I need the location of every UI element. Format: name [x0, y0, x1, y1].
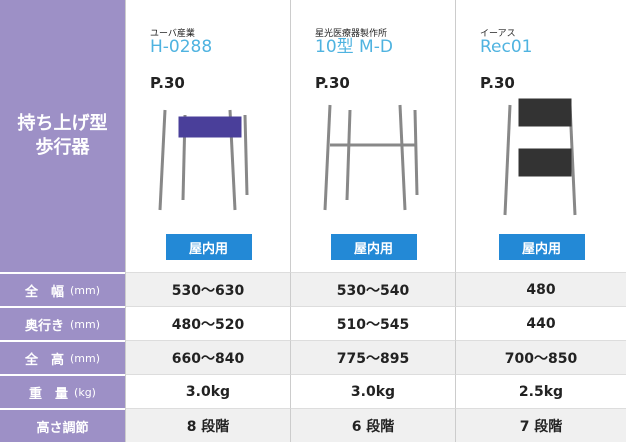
row-label-cell: 全 幅 (mm) — [0, 272, 125, 306]
row-label-cell: 重 量 (kg) — [0, 374, 125, 408]
maker: ユーバ産業 — [150, 29, 195, 39]
page-ref: P.30 — [150, 74, 185, 92]
row-unit: (mm) — [70, 351, 101, 365]
row-label-cell: 高さ調節 — [0, 408, 125, 442]
row-label-cell: 奥行き (mm) — [0, 306, 125, 340]
row-label: 奥行き — [24, 318, 64, 334]
product-header: 星光医療器製作所 10型 M-D P.30 屋内用 — [290, 0, 455, 272]
page-ref: P.30 — [480, 74, 515, 92]
value-cell: 3.0kg — [290, 374, 455, 408]
value-cell: 3.0kg — [125, 374, 290, 408]
value-cell: 530～540 — [290, 272, 455, 306]
row-label: 全 幅 — [24, 284, 64, 300]
model: 10型 M-D — [315, 37, 393, 57]
row-unit: (kg) — [74, 385, 96, 399]
category-cell: 持ち上げ型 歩行器 — [0, 0, 125, 272]
value-cell: 8 段階 — [125, 408, 290, 442]
value-cell: 440 — [455, 306, 626, 340]
page-ref: P.30 — [315, 74, 350, 92]
value-cell: 660～840 — [125, 340, 290, 374]
value-cell: 510～545 — [290, 306, 455, 340]
row-label: 重 量 — [29, 386, 69, 402]
category-line: 持ち上げ型 — [17, 113, 108, 134]
model: Rec01 — [480, 37, 533, 57]
row-label: 高さ調節 — [36, 420, 89, 436]
value-cell: 2.5kg — [455, 374, 626, 408]
row-unit: (mm) — [70, 283, 101, 297]
category-line: 歩行器 — [35, 137, 90, 158]
badge: 屋内用 — [330, 234, 417, 260]
product-header: ユーバ産業 H-0288 P.30 屋内用 — [125, 0, 290, 272]
maker: 星光医療器製作所 — [315, 29, 388, 39]
value-cell: 480 — [455, 272, 626, 306]
value-cell: 480～520 — [125, 306, 290, 340]
product-images — [158, 98, 577, 216]
value-cell: 700～850 — [455, 340, 626, 374]
badge: 屋内用 — [498, 234, 585, 260]
value-cell: 775～895 — [290, 340, 455, 374]
badge: 屋内用 — [165, 234, 252, 260]
product-header: イーアス Rec01 P.30 屋内用 — [455, 0, 626, 272]
row-label-cell: 全 高 (mm) — [0, 340, 125, 374]
model: H-0288 — [150, 37, 213, 57]
value-cell: 530～630 — [125, 272, 290, 306]
row-label: 全 高 — [24, 352, 64, 368]
maker: イーアス — [480, 29, 516, 39]
row-unit: (mm) — [70, 317, 101, 331]
value-cell: 6 段階 — [290, 408, 455, 442]
value-cell: 7 段階 — [455, 408, 626, 442]
